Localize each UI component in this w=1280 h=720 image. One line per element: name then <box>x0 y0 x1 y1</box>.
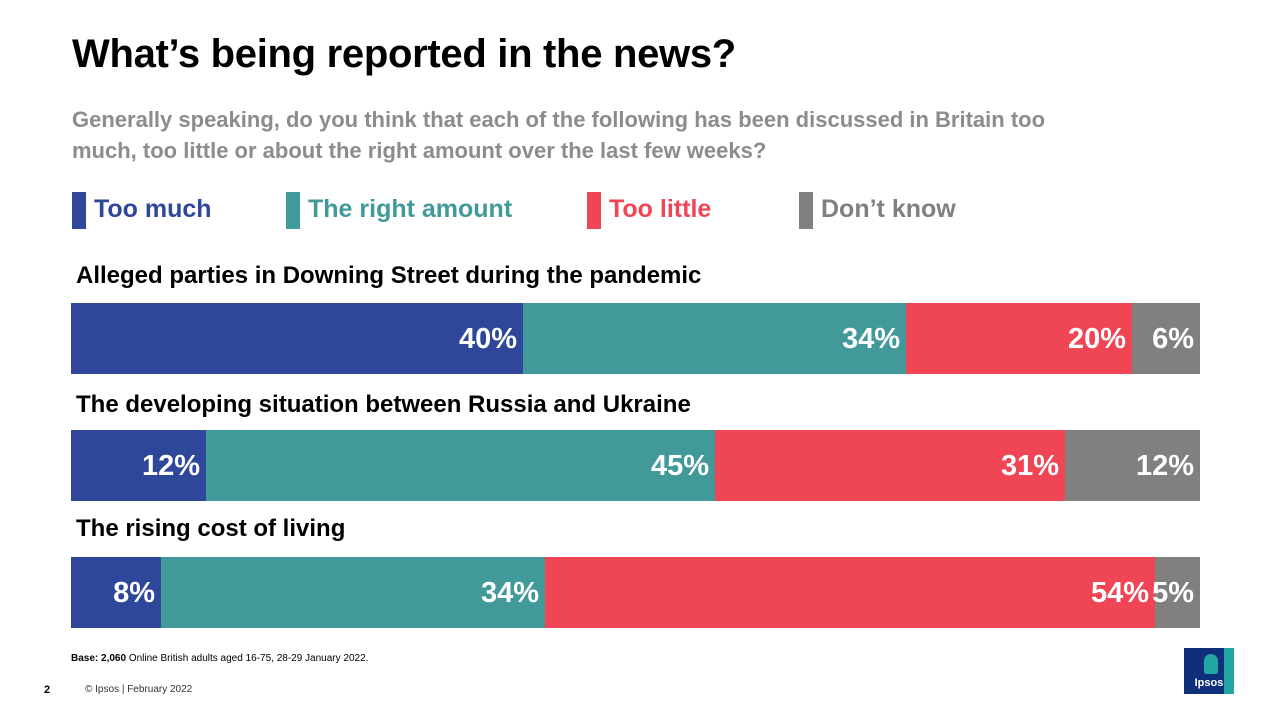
bar-segment: 54% <box>545 557 1155 628</box>
category-label: Alleged parties in Downing Street during… <box>76 262 702 289</box>
logo-mark-icon <box>1204 654 1218 674</box>
bar-segment: 5% <box>1152 557 1200 628</box>
chart-legend: Too much The right amount Too little Don’t … <box>72 192 1072 230</box>
base-footnote-text: Online British adults aged 16-75, 28-29 … <box>126 653 369 664</box>
bar-segment: 6% <box>1132 303 1200 374</box>
stacked-bar-chart: Alleged parties in Downing Street during… <box>71 262 1200 628</box>
bar-segment: 34% <box>523 303 906 374</box>
data-label: 5% <box>1152 577 1194 609</box>
copyright-text: © Ipsos | February 2022 <box>85 684 193 695</box>
category-label: The developing situation between Russia … <box>76 391 691 418</box>
bar-segment: 34% <box>161 557 545 628</box>
bar-segment: 31% <box>715 430 1065 501</box>
ipsos-logo: Ipsos <box>1184 648 1234 694</box>
data-label: 20% <box>1067 323 1126 355</box>
slide-title: What’s being reported in the news? <box>72 32 736 76</box>
data-label: 34% <box>841 323 900 355</box>
legend-swatch <box>587 192 601 229</box>
data-label: 12% <box>141 450 200 482</box>
base-footnote-bold: Base: 2,060 <box>71 653 127 664</box>
data-label: 6% <box>1152 323 1194 355</box>
bar-segment: 45% <box>206 430 715 501</box>
slide-subtitle: Generally speaking, do you think that ea… <box>72 107 1046 163</box>
legend-swatch <box>799 192 813 229</box>
bar-segment: 12% <box>71 430 206 501</box>
base-footnote: Base: 2,060 Online British adults aged 1… <box>71 653 368 664</box>
logo-accent <box>1224 648 1234 694</box>
logo-text: Ipsos <box>1194 677 1224 689</box>
legend-label: The right amount <box>308 195 513 223</box>
data-label: 54% <box>1090 577 1149 609</box>
stacked-bar: 12% 45% 31% 12% <box>71 430 1200 501</box>
legend-label: Don’t know <box>821 195 956 223</box>
legend-swatch <box>286 192 300 229</box>
bar-segment: 20% <box>906 303 1132 374</box>
bar-segment: 8% <box>71 557 161 628</box>
bar-segment: 40% <box>71 303 523 374</box>
data-label: 12% <box>1135 450 1194 482</box>
legend-swatch <box>72 192 86 229</box>
stacked-bar: 40% 34% 20% 6% <box>71 303 1200 374</box>
stacked-bar: 8% 34% 54% 5% <box>71 557 1200 628</box>
data-label: 34% <box>480 577 539 609</box>
data-label: 45% <box>650 450 709 482</box>
legend-label: Too little <box>609 195 712 223</box>
page-number: 2 <box>44 684 51 696</box>
bar-segment: 12% <box>1065 430 1200 501</box>
legend-label: Too much <box>94 195 212 223</box>
data-label: 31% <box>1000 450 1059 482</box>
data-label: 8% <box>113 577 155 609</box>
data-label: 40% <box>458 323 517 355</box>
category-label: The rising cost of living <box>76 515 346 542</box>
